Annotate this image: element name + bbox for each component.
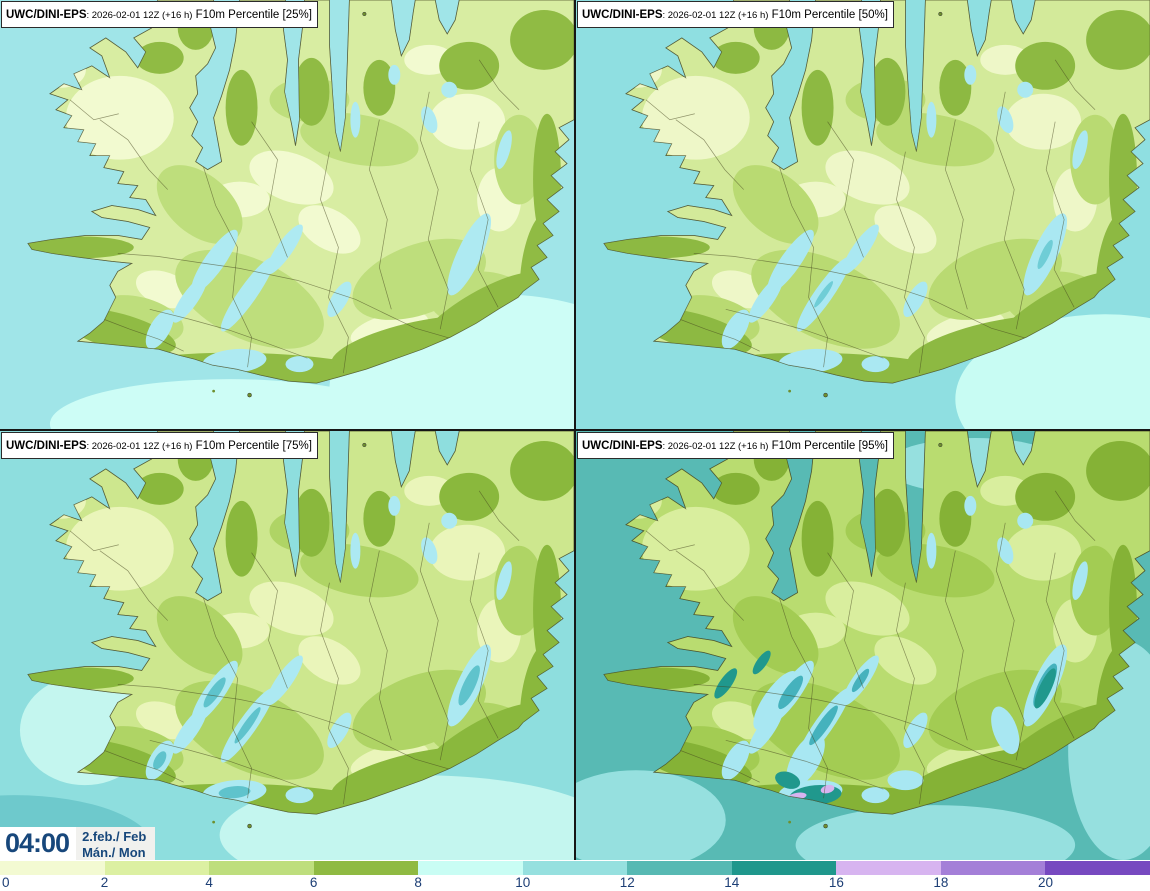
model-label: UWC/DINI-EPS — [6, 440, 87, 452]
map-grid: UWC/DINI-EPS: 2026-02-01 12Z (+16 h) F10… — [0, 0, 1150, 860]
colorbar-tick-label: 18 — [933, 875, 949, 890]
parameter-label: F10m Percentile [95%] — [768, 440, 888, 452]
colorbar-segment — [940, 861, 1046, 875]
colorbar-tick-label: 0 — [2, 875, 10, 890]
colorbar-tick-label: 2 — [100, 875, 109, 890]
colorbar-tick-label: 16 — [828, 875, 844, 890]
model-label: UWC/DINI-EPS — [582, 9, 663, 21]
colorbar-segment — [731, 861, 837, 875]
date-display: 2.feb./ Feb Mán./ Mon — [76, 827, 156, 860]
panel-title: UWC/DINI-EPS: 2026-02-01 12Z (+16 h) F10… — [577, 1, 894, 28]
colorbar-tick-label: 8 — [414, 875, 422, 890]
colorbar-tick-label: 20 — [1037, 875, 1053, 890]
colorbar-segment — [522, 861, 628, 875]
iceland-map-svg — [576, 0, 1150, 429]
run-details: : 2026-02-01 12Z (+16 h) — [662, 10, 769, 21]
colorbar-tick-label: 4 — [205, 875, 213, 890]
colorbar-tick-row: 0 2 4 6 8 10 12 14 16 18 20 — [0, 875, 1150, 891]
iceland-map-svg — [0, 431, 574, 860]
colorbar-tick-label: 6 — [309, 875, 318, 890]
run-details: : 2026-02-01 12Z (+16 h) — [662, 441, 769, 452]
colorbar-segment — [209, 861, 314, 875]
iceland-wind-map-75 — [0, 431, 574, 860]
colorbar-segment — [313, 861, 419, 875]
time-display: 04:00 2.feb./ Feb Mán./ Mon — [0, 827, 156, 860]
colorbar-segment — [104, 861, 210, 875]
wind-speed-colorbar: 0 2 4 6 8 10 12 14 16 18 20 — [0, 860, 1150, 891]
colorbar-segment — [1045, 861, 1150, 875]
iceland-wind-map-95 — [576, 431, 1150, 860]
parameter-label: F10m Percentile [25%] — [192, 9, 312, 21]
model-label: UWC/DINI-EPS — [582, 440, 663, 452]
colorbar-segment — [627, 861, 732, 875]
colorbar-segment — [418, 861, 523, 875]
iceland-wind-map-25 — [0, 0, 574, 429]
model-label: UWC/DINI-EPS — [6, 9, 87, 21]
map-panel-percentile-75: UWC/DINI-EPS: 2026-02-01 12Z (+16 h) F10… — [0, 431, 574, 860]
date-value: 2.feb./ Feb — [82, 828, 147, 844]
iceland-map-svg — [576, 431, 1150, 860]
colorbar-segment — [0, 861, 105, 875]
run-details: : 2026-02-01 12Z (+16 h) — [86, 441, 193, 452]
parameter-label: F10m Percentile [75%] — [192, 440, 312, 452]
day-value: Mán./ Mon — [82, 844, 146, 860]
colorbar-tick-label: 14 — [724, 875, 740, 890]
panel-title: UWC/DINI-EPS: 2026-02-01 12Z (+16 h) F10… — [577, 432, 894, 459]
iceland-wind-map-50 — [576, 0, 1150, 429]
run-details: : 2026-02-01 12Z (+16 h) — [86, 10, 193, 21]
time-value: 04:00 — [0, 827, 77, 860]
map-panel-percentile-95: UWC/DINI-EPS: 2026-02-01 12Z (+16 h) F10… — [576, 431, 1150, 860]
iceland-map-svg — [0, 0, 574, 429]
panel-title: UWC/DINI-EPS: 2026-02-01 12Z (+16 h) F10… — [1, 1, 318, 28]
colorbar-strip — [0, 860, 1150, 875]
colorbar-segment — [836, 861, 941, 875]
panel-title: UWC/DINI-EPS: 2026-02-01 12Z (+16 h) F10… — [1, 432, 318, 459]
map-panel-percentile-25: UWC/DINI-EPS: 2026-02-01 12Z (+16 h) F10… — [0, 0, 574, 429]
colorbar-tick-label: 12 — [619, 875, 635, 890]
colorbar-tick-label: 10 — [515, 875, 531, 890]
parameter-label: F10m Percentile [50%] — [768, 9, 888, 21]
map-panel-percentile-50: UWC/DINI-EPS: 2026-02-01 12Z (+16 h) F10… — [576, 0, 1150, 429]
